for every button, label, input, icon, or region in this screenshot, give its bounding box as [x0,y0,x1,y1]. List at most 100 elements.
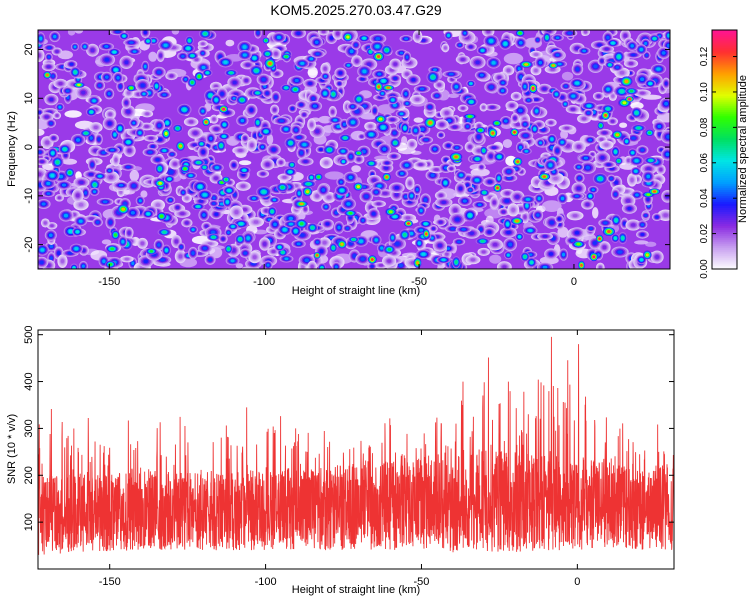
heatmap-peak [404,220,413,227]
heatmap-peak [303,78,318,89]
heatmap-peak [235,181,251,191]
heatmap-peak [140,30,151,39]
colorbar-band [712,183,737,186]
heatmap-peak [446,165,456,173]
heatmap-peak [120,163,136,171]
heatmap-peak [104,167,115,175]
heatmap-peak [44,93,59,106]
heatmap-peak [61,86,74,95]
heatmap-peak [648,188,661,195]
heatmap-peak [534,56,546,69]
heatmap-valley [592,207,599,219]
heatmap-peak [605,61,615,69]
heatmap-peak [237,40,252,54]
heatmap-peak [357,65,372,78]
heatmap-valley [634,240,649,245]
heatmap-peak [118,235,128,248]
colorbar-label: Normalized spectral amplitude [737,75,749,223]
heatmap-valley [560,129,569,140]
heatmap-peak [389,58,402,70]
heatmap-peak [222,196,232,208]
heatmap-peak [429,225,438,233]
heatmap-peak [186,52,199,60]
heatmap-peak [342,32,353,42]
heatmap-peak [268,218,282,231]
heatmap-peak [229,159,239,171]
heatmap-peak [378,89,387,98]
colorbar-band [712,171,737,174]
snr-x-label: Height of straight line (km) [292,584,420,596]
colorbar-band [712,31,737,35]
heatmap-peak [565,105,581,114]
heatmap-peak [96,197,114,206]
colorbar: 0.00 0.02 0.04 0.06 0.08 0.10 0.12 Normalized … [699,29,749,279]
heatmap-peak [469,55,486,69]
colorbar-band [712,247,737,250]
heatmap-peak [515,30,525,37]
heatmap-peak [299,110,309,119]
heatmap-peak [413,84,431,93]
x-tick-label: -150 [98,276,120,288]
heatmap-peak [38,256,49,269]
heatmap-peak [493,151,506,162]
colorbar-band [712,199,737,202]
heatmap-peak [55,103,65,112]
heatmap-peak [141,60,150,73]
colorbar-band [712,265,737,268]
colorbar-band [712,241,737,244]
colorbar-band [712,173,737,176]
heatmap-peak [596,113,606,122]
heatmap-peak [204,254,216,265]
heatmap-peak [484,81,499,94]
heatmap-peak [276,182,289,193]
heatmap-peak [455,55,470,64]
heatmap-peak [135,128,145,138]
heatmap-peak [542,31,552,44]
heatmap-valley [561,71,574,81]
heatmap-peak [262,37,270,44]
heatmap-valley [64,110,82,118]
heatmap-peak [550,50,565,60]
heatmap-peak [336,146,350,156]
heatmap-peak [297,157,314,166]
y-tick-label: 400 [23,372,35,390]
heatmap-peak [452,238,466,246]
heatmap-peak [557,192,568,205]
heatmap-peak [345,116,360,129]
heatmap-peak [662,77,670,90]
x-tick-label: -150 [99,576,121,588]
heatmap-peak [296,146,307,160]
heatmap-peak [474,70,489,80]
heatmap-peak [377,143,392,156]
colorbar-band [712,53,737,57]
heatmap-peak [592,91,605,101]
heatmap-peak [602,227,615,236]
heatmap-peak [224,69,238,77]
heatmap-peak [270,69,284,79]
heatmap-peak [375,121,391,134]
heatmap-peak [366,174,382,186]
colorbar-band [712,201,737,204]
heatmap-peak [291,133,307,142]
heatmap-peak [478,188,490,197]
heatmap-peak [399,229,411,241]
colorbar-band [712,111,737,115]
heatmap-peak [157,90,172,99]
heatmap-peak [561,100,570,108]
heatmap-peak [537,232,554,240]
heatmap-peak [434,190,448,200]
heatmap-peak [258,237,271,251]
heatmap-peak [236,115,249,126]
heatmap-peak [440,176,451,189]
heatmap-peak [344,209,357,217]
heatmap-peak [413,257,422,268]
colorbar-tick-label: 0.08 [699,117,710,137]
heatmap-peak [65,60,78,69]
heatmap-peak [98,42,114,51]
heatmap-peak [172,202,183,213]
heatmap-peak [126,84,136,92]
heatmap-peak [652,121,666,132]
heatmap-peak [48,133,59,143]
colorbar-band [712,57,737,61]
heatmap-peak [358,34,371,43]
